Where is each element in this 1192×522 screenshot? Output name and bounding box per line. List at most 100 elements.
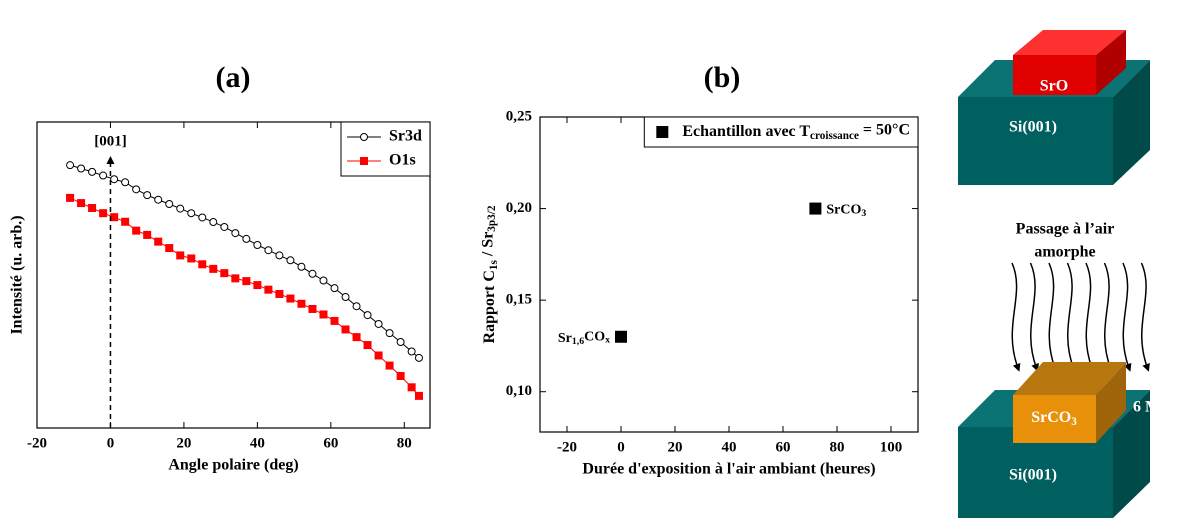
substrate-label: Si(001)	[1009, 119, 1057, 136]
marker	[264, 285, 273, 294]
marker	[374, 319, 383, 328]
layer-label: SrO	[1040, 78, 1068, 95]
marker	[77, 164, 86, 173]
plot-frame	[36, 121, 431, 429]
layer-top	[1013, 30, 1126, 55]
marker	[187, 254, 196, 263]
marker	[275, 289, 284, 298]
marker	[143, 191, 152, 200]
marker	[88, 167, 97, 176]
substrate-side	[1113, 60, 1150, 185]
y-tick-label: 0,15	[506, 292, 532, 308]
marker	[308, 304, 317, 313]
thickness-label: 6 MC	[1133, 46, 1172, 63]
x-tick-label: 20	[176, 435, 191, 451]
marker	[99, 209, 108, 218]
marker	[352, 333, 361, 342]
marker	[363, 311, 372, 320]
series-line	[69, 164, 420, 359]
marker	[121, 217, 130, 226]
marker	[253, 241, 262, 250]
marker	[154, 237, 163, 246]
layer-front	[1013, 395, 1096, 443]
legend	[340, 121, 431, 177]
y-tick-label: 0,10	[506, 383, 532, 399]
marker	[165, 244, 174, 253]
text-part: SrCO	[826, 203, 861, 218]
y-axis-label: Rapport C1s / Sr3p3/2	[479, 205, 500, 343]
text-part: 3	[861, 208, 866, 219]
legend-frame	[643, 116, 919, 148]
point-label: Sr1,6COx	[558, 330, 610, 348]
marker	[121, 178, 130, 187]
air-arrow	[1103, 262, 1113, 372]
diagram: SrO 6 MC Si(001) Passage à l’air amorphe…	[958, 30, 1172, 518]
air-arrow	[1048, 262, 1058, 372]
marker	[187, 209, 196, 218]
text-part: SrCO	[1031, 409, 1071, 426]
marker	[242, 234, 251, 243]
marker	[176, 204, 185, 213]
air-arrow	[1066, 262, 1076, 372]
marker	[231, 229, 240, 238]
air-arrow	[1140, 262, 1150, 372]
marker	[198, 260, 207, 269]
marker	[209, 264, 218, 273]
marker	[385, 329, 394, 338]
marker	[656, 126, 669, 138]
marker	[341, 325, 350, 334]
x-tick-label: 40	[250, 435, 265, 451]
x-axis-label: Angle polaire (deg)	[168, 457, 298, 474]
marker	[341, 293, 350, 302]
x-tick-label: 0	[617, 439, 625, 455]
marker	[396, 338, 405, 347]
y-tick-label: 0,25	[506, 108, 532, 124]
process-label: amorphe	[1034, 244, 1095, 261]
text-part: 1s	[487, 260, 499, 271]
marker	[165, 200, 174, 209]
marker	[286, 256, 295, 265]
marker	[99, 171, 108, 180]
marker	[253, 281, 262, 290]
x-tick-label: -20	[557, 439, 577, 455]
text-part: / Sr	[479, 232, 496, 260]
marker	[396, 371, 405, 380]
chart-title: (a)	[216, 61, 251, 94]
marker	[275, 251, 284, 260]
y-axis-label: Intensité (u. arb.)	[9, 215, 26, 334]
marker	[360, 133, 368, 141]
layer-label: SrCO3	[1031, 409, 1077, 428]
y-tick-label: 0,20	[506, 200, 532, 216]
marker	[66, 193, 75, 202]
marker	[615, 330, 627, 343]
marker	[407, 347, 416, 356]
marker	[220, 269, 229, 278]
x-tick-label: 80	[830, 439, 845, 455]
series-line	[69, 197, 420, 397]
air-arrows	[1011, 262, 1150, 372]
marker	[374, 351, 383, 360]
x-tick-label: 100	[880, 439, 903, 455]
substrate-label: Si(001)	[1009, 467, 1057, 484]
text-part: x	[605, 335, 610, 346]
marker	[198, 213, 207, 222]
text-part: 3p3/2	[486, 205, 498, 232]
text-part: CO	[584, 330, 605, 345]
legend-label: Sr3d	[389, 128, 422, 145]
marker	[143, 230, 152, 239]
marker	[297, 262, 306, 271]
x-tick-label: 40	[722, 439, 737, 455]
marker	[414, 391, 423, 400]
chart-title: (b)	[704, 61, 741, 94]
air-arrow	[1085, 262, 1095, 372]
legend-frame	[340, 121, 431, 177]
marker	[88, 203, 97, 212]
marker	[286, 294, 295, 303]
marker	[132, 226, 141, 235]
marker	[319, 310, 328, 319]
text-part: Rapport C	[481, 270, 498, 343]
substrate-front	[958, 97, 1113, 185]
text-part: 3	[1071, 415, 1077, 427]
marker	[297, 299, 306, 308]
layer-side	[1096, 362, 1126, 443]
